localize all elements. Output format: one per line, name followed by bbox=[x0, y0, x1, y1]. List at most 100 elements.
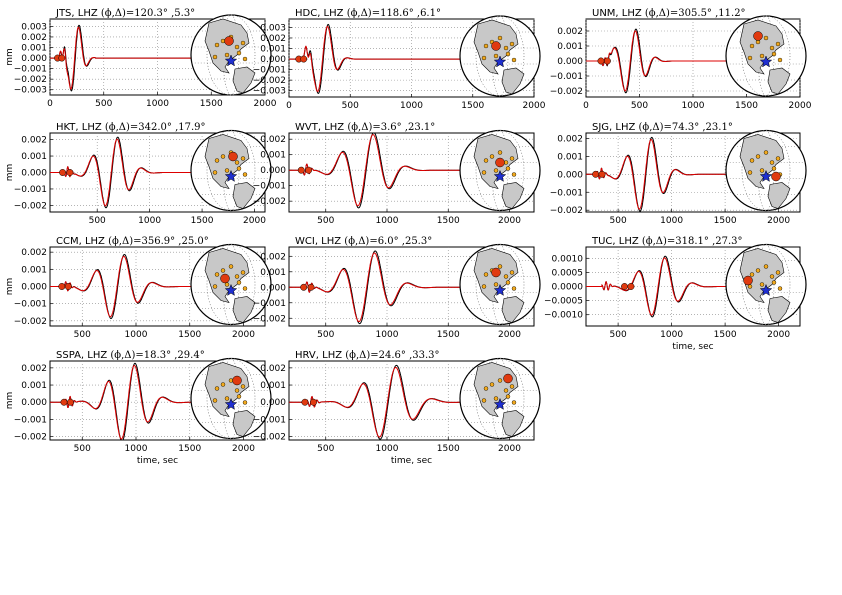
current-station-marker bbox=[753, 31, 763, 41]
station-dot bbox=[503, 274, 509, 279]
station-dot bbox=[242, 400, 248, 405]
station-dot bbox=[509, 41, 515, 47]
panel-title-params: (ϕ,Δ)=318.1° ,27.3° bbox=[642, 236, 743, 247]
station-dot bbox=[242, 172, 248, 177]
panel-title-prefix: HKT, LHZ bbox=[56, 122, 105, 133]
x-tick-label: 2000 bbox=[767, 330, 790, 340]
globe-map-icon bbox=[190, 243, 272, 326]
station-dot bbox=[509, 156, 515, 161]
panel-title-params: (ϕ,Δ)=120.3° ,5.3° bbox=[101, 8, 195, 19]
star-icon bbox=[224, 169, 238, 182]
phase-marker bbox=[307, 283, 315, 291]
station-dot bbox=[511, 286, 517, 291]
station-dot bbox=[511, 57, 517, 63]
station-dot bbox=[214, 272, 220, 277]
y-tick-label: 0.003 bbox=[21, 22, 47, 32]
x-tick-label: 2000 bbox=[498, 216, 521, 226]
station-dot bbox=[511, 172, 517, 177]
y-tick-label: 0.002 bbox=[557, 27, 583, 37]
station-dot bbox=[505, 51, 511, 57]
x-tick-label: 0 bbox=[47, 99, 53, 109]
panel-title: WCI, LHZ (ϕ,Δ)=6.0° ,25.3° bbox=[295, 236, 432, 247]
station-dot bbox=[240, 40, 246, 46]
x-tick-label: 500 bbox=[95, 99, 112, 109]
x-tick-label: 500 bbox=[342, 101, 359, 111]
panel-title-prefix: WVT, LHZ bbox=[295, 122, 347, 133]
panel-wci: 500 1000 1500 2000 0.002 0.001 0.000 −0.001 −0.0… bbox=[253, 236, 541, 340]
panel-title-prefix: WCI, LHZ bbox=[295, 236, 344, 247]
x-tick-label: 1500 bbox=[191, 216, 214, 226]
y-tick-label: −0.001 bbox=[14, 65, 47, 75]
y-tick-label: 0.001 bbox=[260, 45, 286, 55]
panel-title-params: (ϕ,Δ)=6.0° ,25.3° bbox=[344, 236, 432, 247]
globe-map-icon bbox=[725, 243, 807, 326]
station-dot bbox=[497, 150, 503, 155]
y-tick-label: −0.003 bbox=[253, 87, 286, 97]
y-tick-label: −0.002 bbox=[253, 433, 286, 443]
x-tick-label: 1500 bbox=[735, 101, 758, 111]
x-tick-label: 1000 bbox=[682, 101, 705, 111]
phase-marker bbox=[58, 54, 66, 62]
x-tick-label: 500 bbox=[317, 330, 334, 340]
y-tick-label: −0.002 bbox=[14, 201, 47, 211]
phase-marker bbox=[60, 398, 68, 406]
y-tick-label: 0.002 bbox=[260, 135, 286, 145]
y-tick-label: 0.002 bbox=[260, 252, 286, 262]
station-dot bbox=[240, 156, 246, 161]
phase-marker bbox=[310, 398, 317, 406]
panel-title-prefix: UNM, LHZ bbox=[592, 8, 645, 19]
phase-marker bbox=[597, 57, 605, 65]
x-tick-label: 1500 bbox=[437, 330, 460, 340]
station-dot bbox=[755, 268, 761, 273]
y-tick-label: −0.002 bbox=[253, 76, 286, 86]
station-dot bbox=[503, 45, 509, 51]
station-dot bbox=[497, 264, 503, 269]
current-station-marker bbox=[232, 375, 242, 386]
station-dot bbox=[236, 280, 242, 285]
panel-title: HRV, LHZ (ϕ,Δ)=24.6° ,33.3° bbox=[295, 350, 440, 361]
station-dot bbox=[212, 54, 218, 60]
station-dot bbox=[224, 52, 230, 58]
panel-title-prefix: HRV, LHZ bbox=[295, 350, 345, 361]
y-tick-label: 0.001 bbox=[21, 381, 47, 391]
station-dot bbox=[242, 286, 248, 291]
x-tick-label: 1500 bbox=[437, 216, 460, 226]
panel-hrv: 500 1000 1500 2000 0.002 0.001 0.000 −0.001 −0.0… bbox=[253, 350, 541, 466]
y-tick-label: 0.000 bbox=[557, 170, 583, 180]
panel-title-params: (ϕ,Δ)=305.5° ,11.2° bbox=[645, 8, 746, 19]
panel-title-prefix: SSPA, LHZ bbox=[56, 350, 110, 361]
station-dot bbox=[763, 35, 769, 41]
x-tick-label: 1000 bbox=[125, 444, 148, 454]
x-tick-label: 1000 bbox=[660, 216, 683, 226]
y-tick-label: 0.003 bbox=[260, 23, 286, 33]
station-dot bbox=[493, 396, 499, 401]
y-tick-label: 0.002 bbox=[21, 33, 47, 43]
phase-marker bbox=[59, 169, 67, 176]
phase-marker bbox=[592, 170, 600, 178]
panel-jts: 0 500 1000 1500 20000.0030.0020.0010.000−0.0… bbox=[5, 8, 277, 109]
x-tick-label: 2000 bbox=[523, 101, 546, 111]
y-axis-label: mm bbox=[5, 392, 15, 410]
panel-title: HKT, LHZ (ϕ,Δ)=342.0° ,17.9° bbox=[56, 122, 206, 133]
panel-title: JTS, LHZ (ϕ,Δ)=120.3° ,5.3° bbox=[55, 8, 195, 19]
phase-marker bbox=[598, 170, 606, 178]
station-dot bbox=[214, 42, 220, 48]
globe-map-icon bbox=[190, 357, 272, 440]
x-tick-label: 1000 bbox=[146, 99, 169, 109]
x-tick-label: 1500 bbox=[461, 101, 484, 111]
x-tick-label: 500 bbox=[317, 216, 334, 226]
panel-title-prefix: TUC, LHZ bbox=[591, 236, 642, 247]
panel-title-prefix: JTS, LHZ bbox=[55, 8, 101, 19]
phase-marker bbox=[627, 283, 635, 290]
station-dot bbox=[505, 280, 511, 285]
x-axis-label: time, sec bbox=[391, 456, 432, 466]
y-tick-label: −0.001 bbox=[14, 300, 47, 310]
panel-hdc: 0 500 1000 1500 20000.0030.0020.0010.000−0.0… bbox=[253, 8, 546, 111]
y-tick-label: 0.001 bbox=[21, 265, 47, 275]
x-tick-label: 2000 bbox=[243, 216, 266, 226]
y-tick-label: −0.001 bbox=[253, 66, 286, 76]
station-dot bbox=[769, 274, 775, 279]
globe-map-icon bbox=[190, 14, 272, 96]
x-tick-label: 500 bbox=[89, 216, 106, 226]
